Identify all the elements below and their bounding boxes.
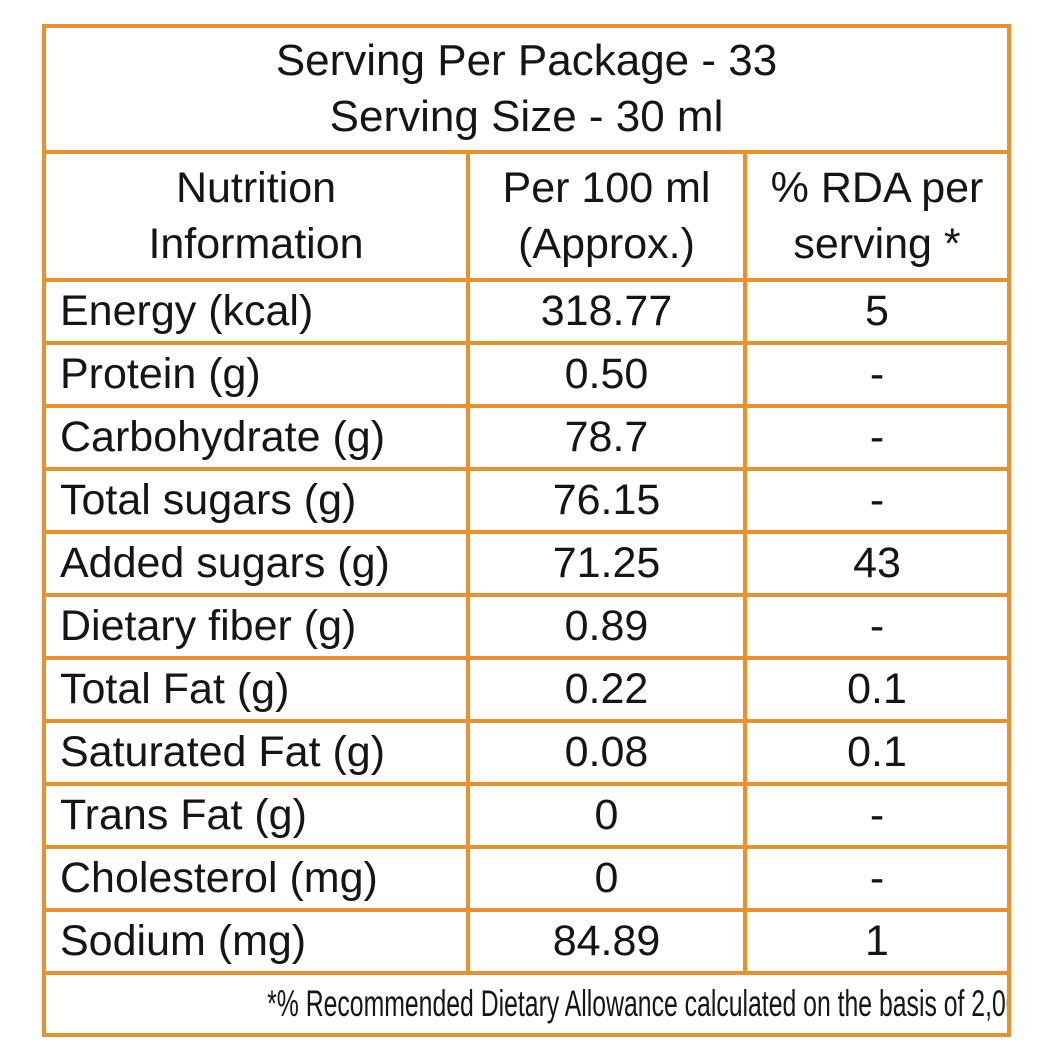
nutrient-label: Carbohydrate (g) — [42, 404, 470, 471]
rda-value: 1 — [742, 908, 1012, 975]
table-row-dietary-fiber: Dietary fiber (g) 0.89 - — [42, 593, 1012, 660]
per-100ml-value: 0.08 — [466, 719, 747, 786]
table-row-total-fat: Total Fat (g) 0.22 0.1 — [42, 656, 1012, 723]
serving-header-cell: Serving Per Package - 33 Serving Size - … — [41, 24, 1012, 154]
footnote-row: *% Recommended Dietary Allowance calcula… — [41, 971, 1012, 1037]
rda-value: - — [742, 782, 1012, 849]
nutrient-label: Total Fat (g) — [42, 656, 470, 723]
table-row-trans-fat: Trans Fat (g) 0 - — [42, 782, 1012, 849]
nutrient-label: Trans Fat (g) — [42, 782, 470, 849]
rda-value: - — [742, 341, 1012, 408]
column-header-per-100ml: Per 100 ml (Approx.) — [466, 150, 747, 282]
rda-value: 0.1 — [742, 719, 1012, 786]
rda-value: - — [742, 467, 1012, 534]
column-header-nutrition-information: Nutrition Information — [42, 150, 470, 282]
serving-size: Serving Size - 30 ml — [329, 92, 724, 141]
per-100ml-value: 0.89 — [466, 593, 747, 660]
rda-value: 5 — [742, 278, 1012, 345]
rda-value: - — [742, 845, 1012, 912]
rda-value: 0.1 — [742, 656, 1012, 723]
per-100ml-value: 71.25 — [466, 530, 747, 597]
rda-value: - — [742, 404, 1012, 471]
column-header-line: Nutrition — [175, 164, 337, 212]
rda-value: - — [742, 593, 1012, 660]
column-header-line: Per 100 ml — [502, 164, 711, 212]
table-row-carbohydrate: Carbohydrate (g) 78.7 - — [42, 404, 1012, 471]
nutrition-table: Serving Per Package - 33 Serving Size - … — [41, 24, 1012, 1037]
per-100ml-value: 0.22 — [466, 656, 747, 723]
nutrient-label: Total sugars (g) — [42, 467, 470, 534]
column-header-line: % RDA per — [770, 164, 984, 212]
per-100ml-value: 78.7 — [466, 404, 747, 471]
serving-per-package: Serving Per Package - 33 — [275, 36, 778, 85]
column-header-row: Nutrition Information Per 100 ml (Approx… — [42, 150, 1012, 282]
per-100ml-value: 0.50 — [466, 341, 747, 408]
nutrient-label: Sodium (mg) — [42, 908, 470, 975]
column-header-line: (Approx.) — [518, 220, 695, 268]
per-100ml-value: 84.89 — [466, 908, 747, 975]
column-header-line: serving * — [793, 220, 961, 268]
nutrient-label: Saturated Fat (g) — [42, 719, 470, 786]
table-row-protein: Protein (g) 0.50 - — [42, 341, 1012, 408]
table-row-sodium: Sodium (mg) 84.89 1 — [42, 908, 1012, 975]
per-100ml-value: 318.77 — [466, 278, 747, 345]
column-header-rda-per-serving: % RDA per serving * — [742, 150, 1012, 282]
footnote-cell: *% Recommended Dietary Allowance calcula… — [41, 971, 1012, 1037]
table-row-cholesterol: Cholesterol (mg) 0 - — [42, 845, 1012, 912]
table-row-added-sugars: Added sugars (g) 71.25 43 — [42, 530, 1012, 597]
rda-footnote: *% Recommended Dietary Allowance calcula… — [267, 983, 1006, 1024]
per-100ml-value: 0 — [466, 782, 747, 849]
rda-value: 43 — [742, 530, 1012, 597]
nutrient-label: Protein (g) — [42, 341, 470, 408]
serving-header-row: Serving Per Package - 33 Serving Size - … — [41, 24, 1012, 154]
nutrient-label: Dietary fiber (g) — [42, 593, 470, 660]
column-header-line: Information — [148, 220, 364, 268]
nutrient-label: Cholesterol (mg) — [42, 845, 470, 912]
per-100ml-value: 76.15 — [466, 467, 747, 534]
table-row-saturated-fat: Saturated Fat (g) 0.08 0.1 — [42, 719, 1012, 786]
nutrient-label: Added sugars (g) — [42, 530, 470, 597]
nutrient-label: Energy (kcal) — [42, 278, 470, 345]
table-row-energy: Energy (kcal) 318.77 5 — [42, 278, 1012, 345]
table-row-total-sugars: Total sugars (g) 76.15 - — [42, 467, 1012, 534]
per-100ml-value: 0 — [466, 845, 747, 912]
